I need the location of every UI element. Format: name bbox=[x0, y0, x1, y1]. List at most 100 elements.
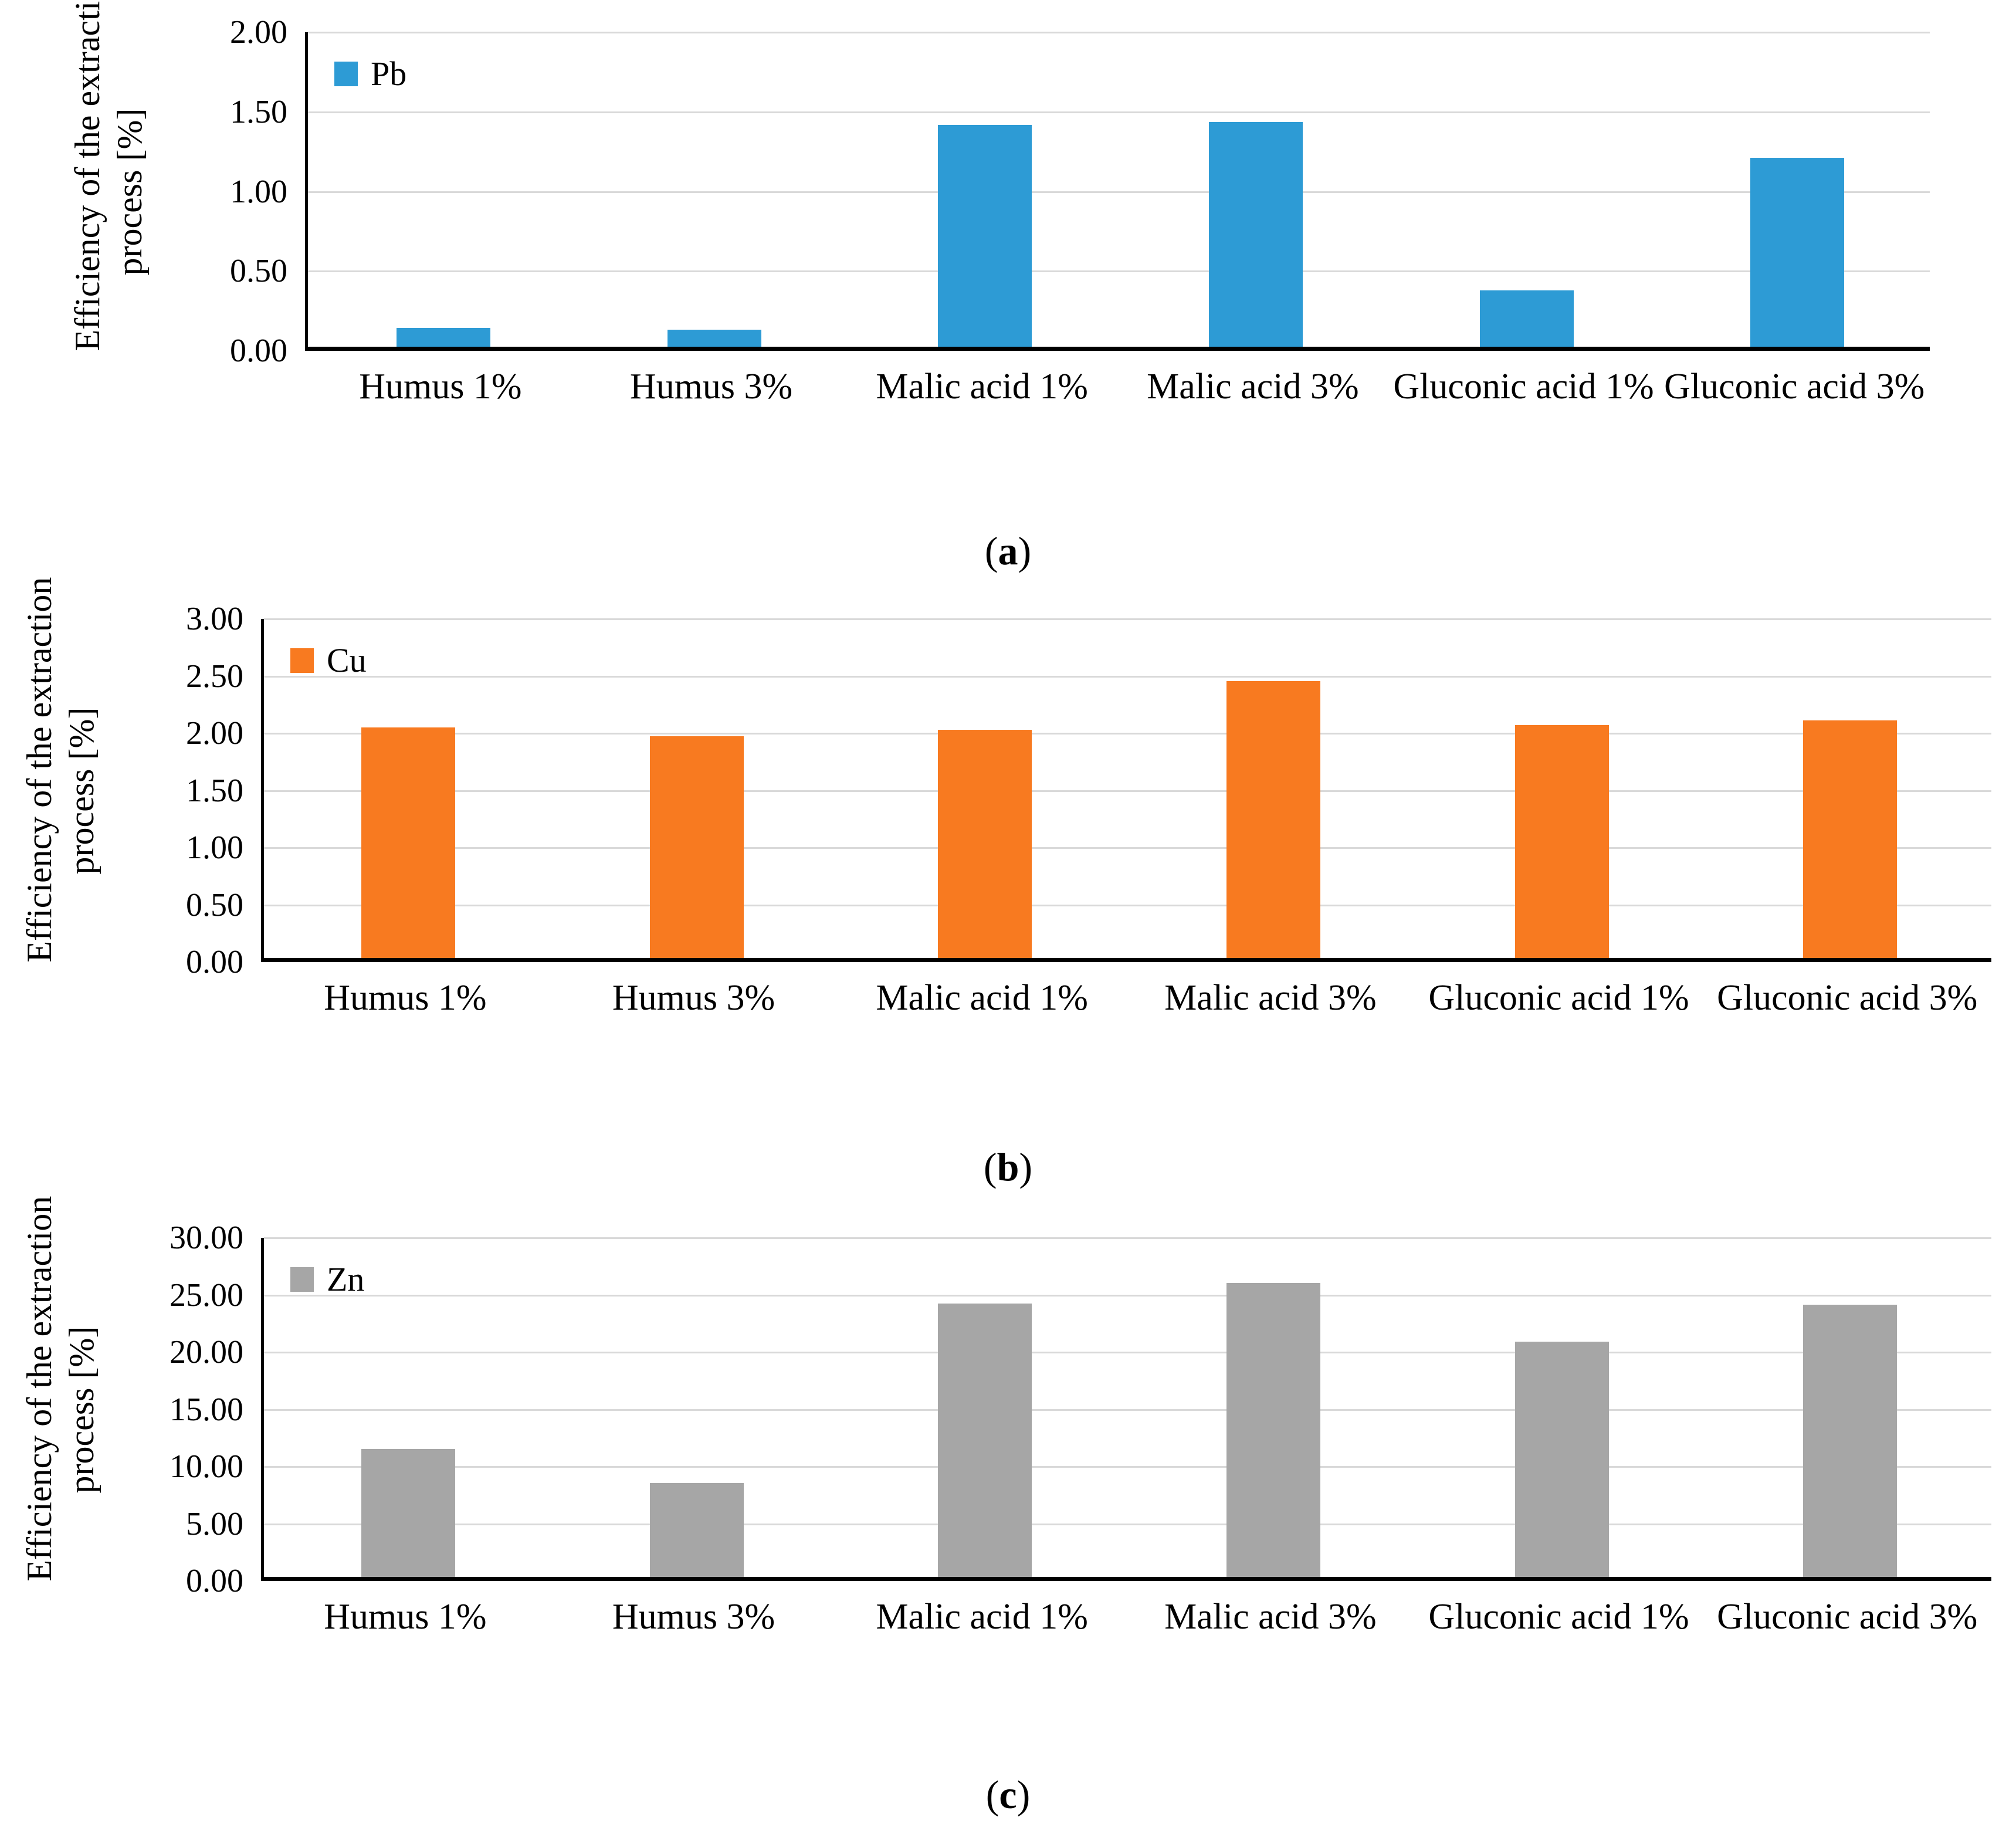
x-axis-label: Malic acid 1% bbox=[876, 978, 1088, 1018]
x-axis-label: Humus 1% bbox=[359, 367, 522, 407]
legend-b: Cu bbox=[290, 644, 367, 678]
y-tick-label: 2.00 bbox=[186, 715, 243, 751]
y-tick-label: 0.00 bbox=[186, 944, 243, 980]
y-tick-label: 0.00 bbox=[230, 333, 287, 369]
y-tick-label: 2.00 bbox=[230, 14, 287, 50]
bar-zn-6 bbox=[1803, 1305, 1898, 1577]
y-tick-label: 0.00 bbox=[186, 1563, 243, 1599]
y-axis-title-a: Efficiency of the extraction process [%] bbox=[59, 0, 158, 351]
gridline bbox=[308, 32, 1930, 33]
plot-area-c: Zn bbox=[261, 1237, 1991, 1581]
x-axis-label: Humus 1% bbox=[324, 1597, 487, 1637]
caption-c-close-paren: ) bbox=[1017, 1772, 1031, 1817]
bar-zn-2 bbox=[649, 1483, 744, 1577]
x-axis-label: Gluconic acid 1% bbox=[1428, 1597, 1689, 1637]
bar-pb-3 bbox=[938, 125, 1032, 347]
gridline bbox=[264, 847, 1991, 849]
y-axis-title-line2: process [%] bbox=[62, 1326, 101, 1493]
y-axis-title-b: Efficiency of the extraction process [%] bbox=[11, 577, 110, 962]
legend-label-zn: Zn bbox=[327, 1260, 365, 1298]
caption-b: (b) bbox=[0, 1147, 2016, 1187]
y-tick-label: 3.00 bbox=[186, 601, 243, 637]
y-axis-ticks-c: 30.00 25.00 20.00 15.00 10.00 5.00 0.00 bbox=[109, 1221, 243, 1597]
caption-a-close-paren: ) bbox=[1018, 529, 1032, 573]
caption-c-open-paren: ( bbox=[985, 1772, 999, 1817]
y-tick-label: 1.00 bbox=[230, 173, 287, 210]
gridline bbox=[308, 270, 1930, 273]
x-axis-label: Gluconic acid 3% bbox=[1664, 367, 1925, 407]
y-tick-label: 1.50 bbox=[186, 772, 243, 809]
bar-cu-5 bbox=[1514, 725, 1609, 958]
gridline bbox=[264, 1523, 1991, 1525]
legend-label-cu: Cu bbox=[327, 641, 367, 679]
x-axis-label: Gluconic acid 3% bbox=[1717, 978, 1978, 1018]
legend-c: Zn bbox=[290, 1262, 364, 1296]
gridline bbox=[264, 1237, 1991, 1239]
gridline bbox=[264, 904, 1991, 906]
gridline bbox=[264, 618, 1991, 620]
bar-cu-4 bbox=[1226, 681, 1320, 958]
caption-b-letter: b bbox=[997, 1145, 1019, 1189]
legend-label-pb: Pb bbox=[371, 55, 407, 93]
x-axis-label: Humus 3% bbox=[612, 1597, 775, 1637]
bar-zn-5 bbox=[1514, 1342, 1609, 1577]
legend-swatch-cu bbox=[290, 648, 314, 673]
bar-zn-1 bbox=[361, 1449, 455, 1577]
bar-cu-3 bbox=[938, 730, 1032, 958]
y-tick-label: 1.50 bbox=[230, 93, 287, 130]
y-axis-title-line2: process [%] bbox=[110, 108, 149, 275]
y-tick-label: 0.50 bbox=[230, 253, 287, 290]
gridline bbox=[264, 1466, 1991, 1468]
x-axis-label: Humus 3% bbox=[612, 978, 775, 1018]
gridline bbox=[308, 191, 1930, 193]
x-axis-labels-b: Humus 1% Humus 3% Malic acid 1% Malic acid … bbox=[261, 980, 1991, 1033]
y-axis-ticks-a: 2.00 1.50 1.00 0.50 0.00 bbox=[153, 16, 287, 367]
gridline bbox=[264, 675, 1991, 678]
bar-pb-2 bbox=[667, 330, 761, 347]
caption-a-letter: a bbox=[998, 529, 1018, 573]
y-tick-label: 2.50 bbox=[186, 658, 243, 695]
y-tick-label: 15.00 bbox=[170, 1391, 243, 1428]
gridline bbox=[264, 1352, 1991, 1353]
legend-swatch-zn bbox=[290, 1267, 314, 1292]
gridline bbox=[264, 1294, 1991, 1296]
caption-b-close-paren: ) bbox=[1019, 1145, 1033, 1189]
plot-area-a: Pb bbox=[305, 32, 1930, 351]
bar-pb-6 bbox=[1750, 158, 1845, 347]
y-tick-label: 10.00 bbox=[170, 1448, 243, 1485]
caption-a-open-paren: ( bbox=[984, 529, 998, 573]
caption-c-letter: c bbox=[999, 1772, 1017, 1817]
bar-cu-2 bbox=[649, 736, 744, 958]
caption-a: (a) bbox=[0, 531, 2016, 571]
caption-c: (c) bbox=[0, 1775, 2016, 1815]
x-axis-label: Gluconic acid 3% bbox=[1717, 1597, 1978, 1637]
y-tick-label: 5.00 bbox=[186, 1505, 243, 1542]
x-axis-label: Malic acid 3% bbox=[1164, 1597, 1377, 1637]
y-axis-title-c: Efficiency of the extraction process [%] bbox=[11, 1196, 110, 1581]
gridline bbox=[308, 111, 1930, 113]
gridline bbox=[264, 790, 1991, 792]
bar-pb-1 bbox=[396, 328, 490, 347]
gridline bbox=[264, 1409, 1991, 1411]
y-tick-label: 25.00 bbox=[170, 1277, 243, 1314]
bar-pb-5 bbox=[1479, 290, 1574, 347]
x-axis-labels-a: Humus 1% Humus 3% Malic acid 1% Malic acid … bbox=[305, 368, 1930, 421]
x-axis-label: Malic acid 1% bbox=[876, 367, 1088, 407]
legend-swatch-pb bbox=[334, 62, 358, 86]
bar-cu-1 bbox=[361, 727, 455, 958]
y-tick-label: 30.00 bbox=[170, 1220, 243, 1256]
plot-area-b: Cu bbox=[261, 618, 1991, 962]
bar-cu-6 bbox=[1803, 720, 1898, 958]
x-axis-label: Humus 3% bbox=[629, 367, 793, 407]
y-tick-label: 1.00 bbox=[186, 830, 243, 866]
y-tick-label: 0.50 bbox=[186, 886, 243, 923]
x-axis-label: Gluconic acid 1% bbox=[1428, 978, 1689, 1018]
x-axis-labels-c: Humus 1% Humus 3% Malic acid 1% Malic acid … bbox=[261, 1599, 1991, 1651]
legend-a: Pb bbox=[334, 57, 406, 91]
gridline bbox=[264, 733, 1991, 734]
y-axis-title-line1: Efficiency of the extraction bbox=[68, 0, 107, 351]
bar-zn-4 bbox=[1226, 1283, 1320, 1577]
y-tick-label: 20.00 bbox=[170, 1334, 243, 1370]
x-axis-label: Humus 1% bbox=[324, 978, 487, 1018]
